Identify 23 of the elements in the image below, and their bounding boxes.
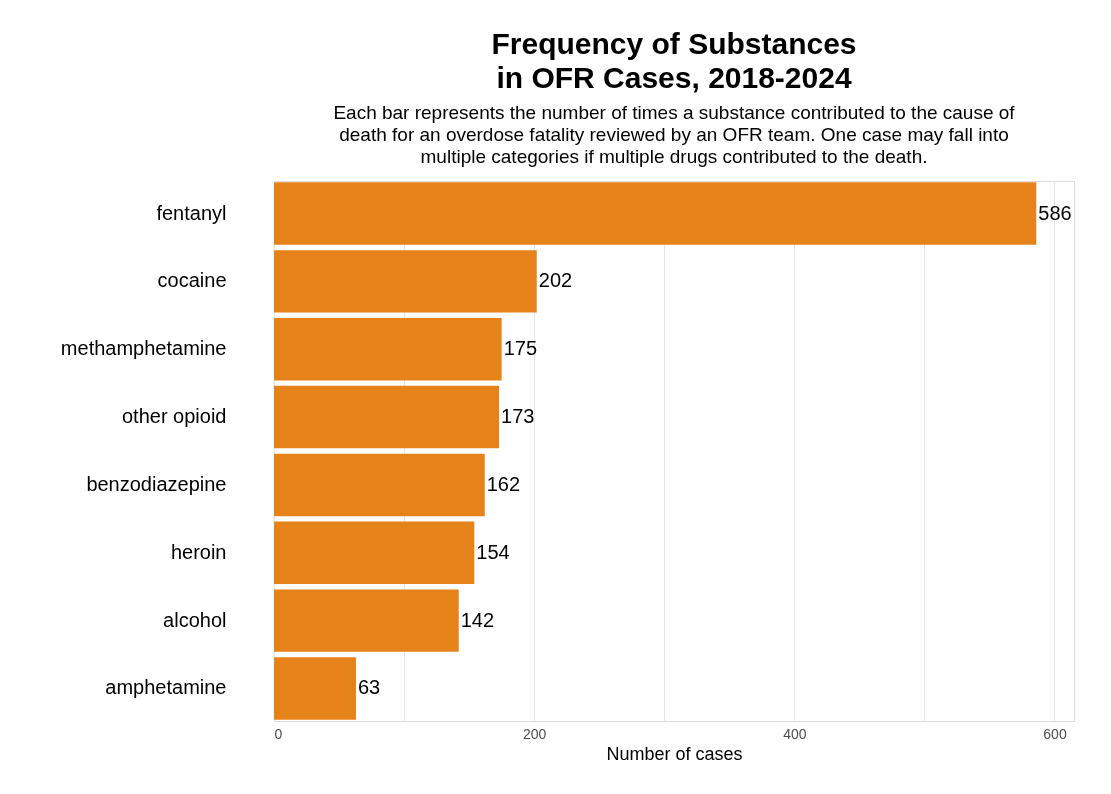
data-label: 142 (460, 608, 495, 631)
data-label: 63 (357, 676, 381, 699)
y-tick-label: benzodiazepine (86, 472, 227, 495)
y-tick-label: methamphetamine (60, 337, 227, 360)
data-label: 162 (486, 472, 521, 495)
y-tick-label: cocaine (157, 269, 227, 292)
x-tick-label: 400 (783, 725, 807, 742)
x-tick-label: 600 (1043, 725, 1067, 742)
data-label: 586 (1038, 201, 1072, 224)
y-tick-label: other opioid (121, 405, 227, 428)
x-axis-title: Number of cases (606, 743, 743, 764)
y-tick-label: heroin (170, 540, 227, 563)
x-tick-label: 200 (522, 725, 547, 742)
data-label: 202 (538, 269, 573, 292)
chart-subtitle: Each bar represents the number of times a substance contributed to the cause of death for an overdose fatality reviewed by an OFR team. One case may fall into multiple categories if multiple drugs contributed to the death. (333, 102, 1016, 167)
x-tick-label: 0 (274, 725, 283, 742)
y-tick-label: amphetamine (105, 676, 227, 699)
y-tick-label: alcohol (163, 608, 227, 631)
data-label: 175 (503, 337, 538, 360)
data-label: 173 (501, 405, 535, 428)
data-label: 154 (476, 540, 510, 563)
y-tick-label: fentanyl (156, 201, 227, 224)
chart-title: Frequency of Substances in OFR Cases, 2018-2024 (491, 27, 857, 94)
